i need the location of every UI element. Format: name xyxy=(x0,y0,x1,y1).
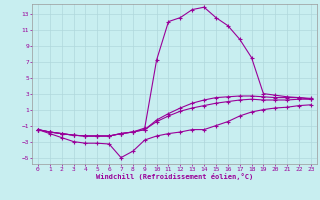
X-axis label: Windchill (Refroidissement éolien,°C): Windchill (Refroidissement éolien,°C) xyxy=(96,173,253,180)
